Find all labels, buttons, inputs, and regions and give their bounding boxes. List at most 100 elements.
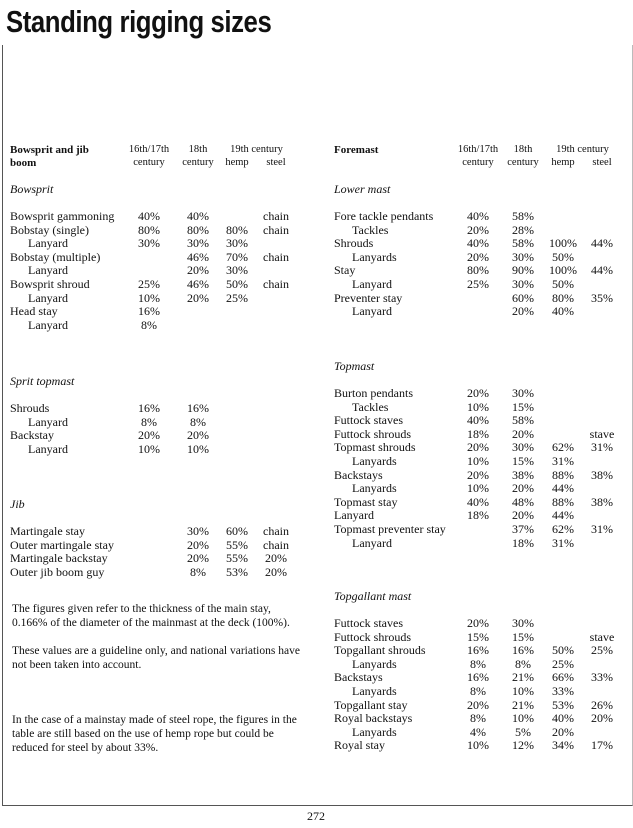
row-label: Lanyard xyxy=(28,263,68,278)
cell: 20% xyxy=(265,564,287,579)
column-header: 16th/17th century xyxy=(457,144,499,168)
cell: 38% xyxy=(591,494,613,509)
row-label: Topgallant shrouds xyxy=(334,643,426,658)
cell: 30% xyxy=(512,440,534,455)
cell: 15% xyxy=(467,629,489,644)
cell: 100% xyxy=(549,263,577,278)
row-label: Stay xyxy=(334,263,356,278)
row-label: Martingale stay xyxy=(10,524,85,538)
cell: 16% xyxy=(138,304,160,319)
row-label: Futtock staves xyxy=(334,413,403,428)
cell: 20% xyxy=(467,440,489,455)
cell: 50% xyxy=(226,277,248,291)
cell: 20% xyxy=(467,467,489,482)
row-label: Backstay xyxy=(10,428,54,443)
column-header: hemp xyxy=(225,156,249,168)
cell: 4% xyxy=(470,724,486,739)
cell: stave xyxy=(589,629,615,644)
cell: 20% xyxy=(512,508,534,523)
cell: 30% xyxy=(512,386,534,400)
cell: 30% xyxy=(187,236,209,251)
row-label: Futtock shrouds xyxy=(334,629,412,644)
cell: 20% xyxy=(467,616,489,630)
cell: 15% xyxy=(512,629,534,644)
cell: 38% xyxy=(512,467,534,482)
cell: 60% xyxy=(226,524,248,538)
section-title: Bowsprit xyxy=(10,182,54,196)
row-label: Lanyard xyxy=(352,535,392,550)
row-label: Lanyards xyxy=(352,454,397,468)
row-label: Royal stay xyxy=(334,738,385,753)
cell: chain xyxy=(263,524,289,538)
cell: 30% xyxy=(512,616,534,630)
column-header: steel xyxy=(266,156,286,168)
row-label: Shrouds xyxy=(334,236,374,251)
cell: 44% xyxy=(552,508,574,523)
cell: 80% xyxy=(552,290,574,305)
cell: 20% xyxy=(187,428,209,443)
row-label: Backstays xyxy=(334,670,383,685)
section-title: Topmast xyxy=(334,359,375,373)
row-label: Topmast preventer stay xyxy=(334,522,446,536)
column-header: 19th century xyxy=(556,144,609,155)
cell: chain xyxy=(263,537,289,552)
row-label: Lanyard xyxy=(28,441,68,456)
cell: 35% xyxy=(591,290,613,305)
cell: 25% xyxy=(552,656,574,671)
table-header-label: Bowsprit and jib boom xyxy=(10,144,89,169)
row-label: Lanyard xyxy=(28,236,68,251)
row-label: Topgallant stay xyxy=(334,697,408,712)
cell: 12% xyxy=(512,738,534,753)
row-label: Bobstay (multiple) xyxy=(10,249,101,264)
cell: 26% xyxy=(591,697,613,712)
cell: 18% xyxy=(512,535,534,550)
cell: 50% xyxy=(552,277,574,291)
cell: 16% xyxy=(467,670,489,685)
row-label: Tackles xyxy=(352,222,389,237)
row-label: Preventer stay xyxy=(334,290,403,305)
cell: 17% xyxy=(591,738,613,753)
cell: 30% xyxy=(138,236,160,251)
column-header: 19th century xyxy=(230,144,283,155)
cell: 10% xyxy=(467,399,489,414)
cell: 25% xyxy=(591,643,613,658)
cell: 40% xyxy=(138,209,160,223)
cell: 58% xyxy=(512,413,534,428)
row-label: Backstays xyxy=(334,467,383,482)
cell: 50% xyxy=(552,643,574,658)
cell: 10% xyxy=(138,441,160,456)
cell: 48% xyxy=(512,494,534,509)
cell: 31% xyxy=(552,454,574,468)
cell: 44% xyxy=(552,481,574,496)
cell: 46% xyxy=(187,277,209,291)
cell: 16% xyxy=(512,643,534,658)
section-title: Topgallant mast xyxy=(334,589,412,603)
cell: 20% xyxy=(138,428,160,443)
cell: 90% xyxy=(512,263,534,278)
row-label: Burton pendants xyxy=(334,386,413,400)
cell: 60% xyxy=(512,290,534,305)
cell: 80% xyxy=(187,222,209,237)
column-header: 18th century xyxy=(182,144,214,168)
page-number: 272 xyxy=(307,809,325,823)
cell: 62% xyxy=(552,440,574,455)
row-label: Tackles xyxy=(352,399,389,414)
cell: 20% xyxy=(265,551,287,566)
cell: 20% xyxy=(512,481,534,496)
row-label: Shrouds xyxy=(10,401,50,415)
row-label: Bowsprit shroud xyxy=(10,277,90,291)
cell: 100% xyxy=(549,236,577,251)
section-title: Lower mast xyxy=(334,182,391,196)
cell: 70% xyxy=(226,249,248,264)
cell: 31% xyxy=(552,535,574,550)
cell: 40% xyxy=(467,494,489,509)
row-label: Lanyard xyxy=(28,290,68,305)
cell: 33% xyxy=(591,670,613,685)
row-label: Futtock shrouds xyxy=(334,426,412,441)
cell: 8% xyxy=(515,656,531,671)
cell: 30% xyxy=(226,236,248,251)
column-header: steel xyxy=(592,156,612,168)
cell: 21% xyxy=(512,670,534,685)
cell: 38% xyxy=(591,467,613,482)
